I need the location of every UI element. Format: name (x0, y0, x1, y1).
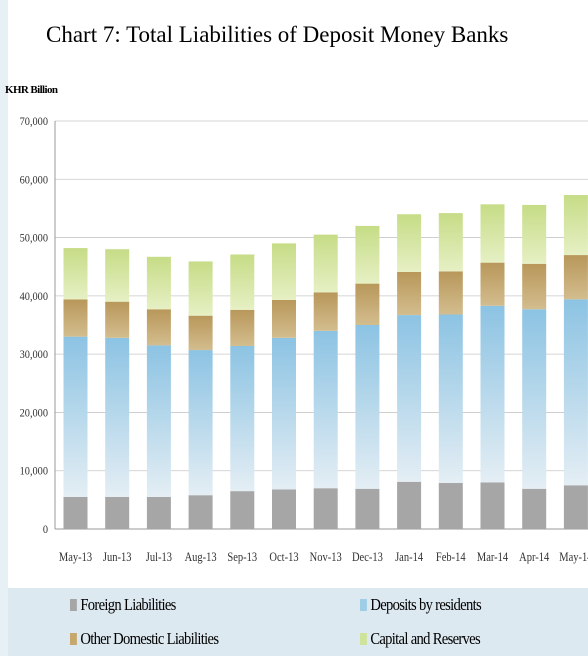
bar-capital-and-reserves (105, 249, 130, 302)
legend-label-deposits-by-residents: Deposits by residents (370, 595, 481, 614)
y-tick-label: 0 (43, 523, 49, 536)
bar-foreign-liabilities (146, 496, 171, 529)
bar-capital-and-reserves (563, 195, 588, 256)
bar-foreign-liabilities (563, 485, 588, 529)
bar-foreign-liabilities (480, 482, 505, 529)
x-tick-label: Jan-14 (395, 551, 423, 564)
legend-item-other-domestic-liabilities: Other Domestic Liabilities (70, 629, 219, 649)
bar-capital-and-reserves (313, 234, 338, 293)
y-tick-label: 70,000 (20, 115, 49, 128)
bar-other-domestic-liabilities (313, 292, 338, 331)
y-tick-label: 10,000 (20, 465, 49, 478)
bar-foreign-liabilities (105, 496, 130, 529)
bar-other-domestic-liabilities (105, 301, 130, 338)
bar-capital-and-reserves (272, 243, 296, 300)
bar-other-domestic-liabilities (522, 263, 547, 310)
bar-deposits-by-residents (188, 350, 213, 496)
bar-deposits-by-residents (563, 299, 588, 486)
bar-capital-and-reserves (355, 225, 380, 284)
bar-deposits-by-residents (397, 315, 422, 482)
bar-other-domestic-liabilities (355, 283, 380, 325)
bar-other-domestic-liabilities (272, 299, 296, 338)
bar-other-domestic-liabilities (230, 309, 255, 346)
bar-deposits-by-residents (230, 345, 255, 492)
legend-swatch-foreign-liabilities (70, 599, 77, 611)
chart-title: Chart 7: Total Liabilities of Deposit Mo… (46, 22, 509, 47)
y-tick-label: 30,000 (20, 348, 49, 361)
x-tick-label: Sep-13 (227, 551, 257, 564)
legend-swatch-deposits-by-residents (360, 599, 367, 611)
chart-legend: Foreign Liabilities Deposits by resident… (8, 588, 588, 656)
y-tick-label: 40,000 (20, 290, 49, 303)
bar-capital-and-reserves (480, 204, 505, 263)
y-tick-label: 20,000 (20, 407, 49, 420)
bar-foreign-liabilities (522, 488, 547, 529)
y-tick-label: 50,000 (20, 232, 49, 245)
legend-swatch-other-domestic-liabilities (70, 633, 77, 645)
x-tick-label: Aug-13 (185, 551, 217, 564)
bar-deposits-by-residents (105, 337, 130, 497)
legend-label-other-domestic-liabilities: Other Domestic Liabilities (80, 629, 219, 648)
bar-other-domestic-liabilities (480, 262, 505, 306)
bar-other-domestic-liabilities (63, 299, 88, 337)
bar-deposits-by-residents (522, 309, 547, 489)
bar-deposits-by-residents (480, 305, 505, 483)
bar-capital-and-reserves (522, 204, 547, 264)
bar-foreign-liabilities (188, 495, 213, 529)
bar-deposits-by-residents (355, 325, 380, 489)
bar-foreign-liabilities (313, 488, 338, 529)
legend-label-capital-and-reserves: Capital and Reserves (370, 629, 480, 648)
legend-item-deposits-by-residents: Deposits by residents (360, 595, 482, 615)
bar-other-domestic-liabilities (188, 315, 213, 351)
bar-capital-and-reserves (63, 248, 88, 300)
bar-capital-and-reserves (397, 214, 422, 272)
bar-chart: 0 10,000 20,000 30,000 40,000 50,000 60,000 70,… (20, 115, 588, 564)
bar-other-domestic-liabilities (397, 271, 422, 316)
bar-deposits-by-residents (438, 314, 463, 483)
bar-foreign-liabilities (272, 489, 296, 529)
bar-deposits-by-residents (313, 330, 338, 489)
legend-item-capital-and-reserves: Capital and Reserves (360, 629, 481, 649)
x-tick-label: May-14 (559, 551, 588, 564)
bar-deposits-by-residents (63, 336, 88, 497)
x-tick-label: May-13 (59, 551, 92, 564)
x-tick-label: Mar-14 (477, 551, 508, 564)
bar-capital-and-reserves (146, 256, 171, 310)
bar-foreign-liabilities (355, 488, 380, 529)
bar-capital-and-reserves (230, 254, 255, 310)
bar-foreign-liabilities (397, 481, 422, 529)
bar-foreign-liabilities (230, 491, 255, 529)
legend-label-foreign-liabilities: Foreign Liabilities (80, 595, 176, 614)
bar-foreign-liabilities (63, 496, 88, 529)
x-tick-label: Dec-13 (352, 551, 383, 564)
bar-foreign-liabilities (438, 482, 463, 529)
y-axis-unit-label: KHR Billion (5, 84, 58, 96)
x-tick-label: Jul-13 (146, 551, 172, 564)
y-tick-label: 60,000 (20, 174, 49, 187)
bar-capital-and-reserves (438, 213, 463, 272)
legend-item-foreign-liabilities: Foreign Liabilities (70, 595, 176, 615)
bar-capital-and-reserves (188, 261, 213, 316)
x-tick-label: Jun-13 (103, 551, 132, 564)
bar-deposits-by-residents (146, 345, 171, 497)
bar-other-domestic-liabilities (146, 309, 171, 346)
bar-other-domestic-liabilities (563, 255, 588, 300)
x-tick-label: Nov-13 (310, 551, 342, 564)
bar-other-domestic-liabilities (438, 271, 463, 315)
x-tick-label: Apr-14 (519, 551, 549, 564)
x-tick-label: Oct-13 (269, 551, 298, 564)
legend-swatch-capital-and-reserves (360, 633, 367, 645)
bar-deposits-by-residents (272, 337, 296, 490)
x-tick-label: Feb-14 (436, 551, 466, 564)
